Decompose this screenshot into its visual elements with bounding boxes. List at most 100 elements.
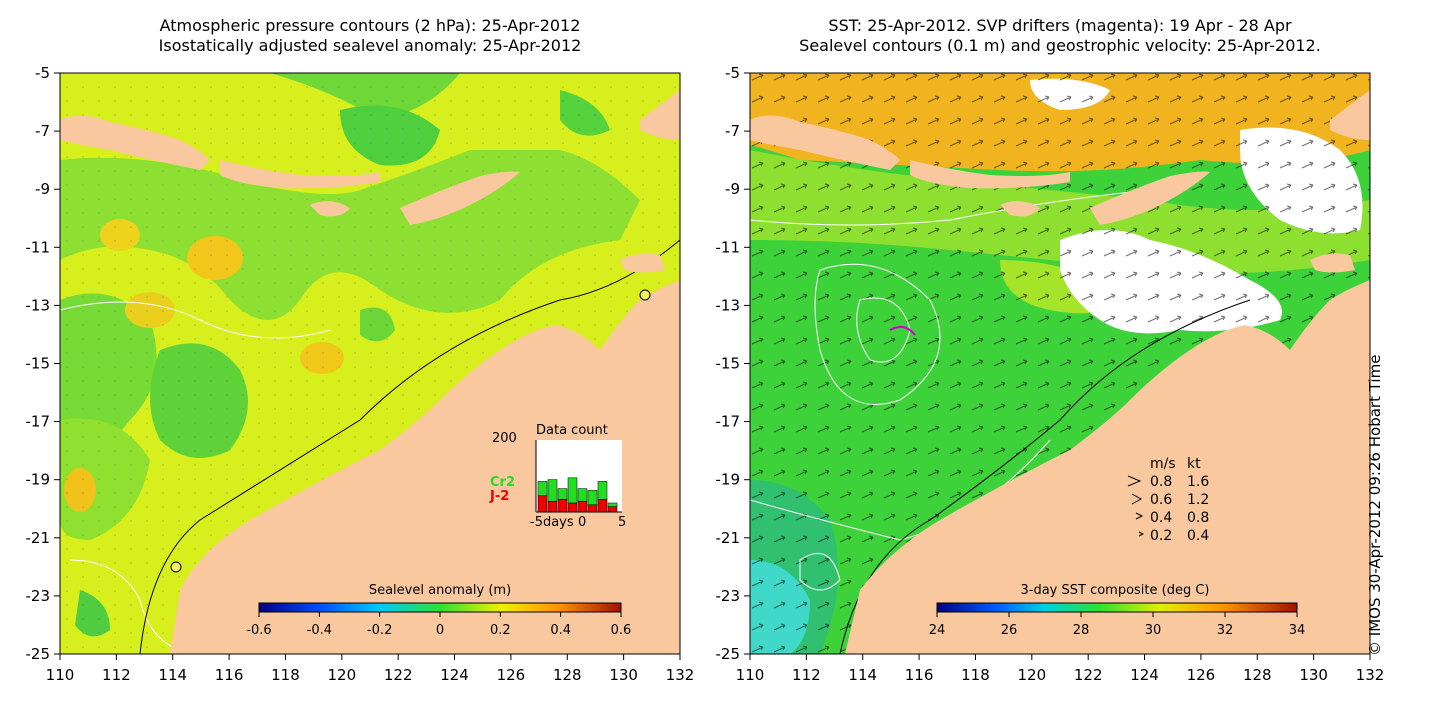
right-lat-label: -25 xyxy=(716,645,741,663)
inset-xlabel-start: -5days xyxy=(530,515,574,530)
right-lon-label: 124 xyxy=(1130,666,1159,684)
right-lon-label: 126 xyxy=(1187,666,1216,684)
right-lat-label: -9 xyxy=(725,180,740,198)
sla-colorbar-label: Sealevel anomaly (m) xyxy=(369,583,511,598)
left-panel-title: Atmospheric pressure contours (2 hPa): 2… xyxy=(60,16,680,56)
imos-credit: © IMOS 30-Apr-2012 09:26 Hobart Time xyxy=(1366,354,1384,656)
right-lat-label: -5 xyxy=(725,64,740,82)
left-lon-label: 118 xyxy=(271,666,300,684)
velocity-arrow-06 xyxy=(1131,493,1143,505)
right-lat-label: -11 xyxy=(716,238,741,256)
sla-colorbar xyxy=(258,602,622,613)
sla-colorbar-tick: -0.6 xyxy=(246,623,271,638)
left-lat-label: -19 xyxy=(26,471,51,489)
velocity-header-kt: kt xyxy=(1187,456,1201,472)
inset-bar-j2 xyxy=(587,504,598,513)
velocity-ms-06: 0.6 xyxy=(1150,492,1172,508)
left-lon-label: 126 xyxy=(497,666,526,684)
sst-colorbar-tick: 28 xyxy=(1073,623,1090,638)
sst-map xyxy=(750,73,1370,654)
velocity-ms-08: 0.8 xyxy=(1150,474,1172,490)
inset-bar-j2 xyxy=(537,495,548,513)
inset-bar-cr2 xyxy=(557,488,568,500)
right-lat-label: -21 xyxy=(716,529,741,547)
right-lat-label: -19 xyxy=(716,471,741,489)
left-lon-label: 122 xyxy=(384,666,413,684)
java-island xyxy=(60,115,210,170)
velocity-arrow-04 xyxy=(1135,512,1144,520)
inset-bar-cr2 xyxy=(547,479,558,502)
lesser-sunda-islands xyxy=(220,160,380,189)
right-lon-label: 116 xyxy=(905,666,934,684)
inset-xlabel-zero: 0 xyxy=(578,515,586,530)
sst-colorbar-tick: 24 xyxy=(929,623,946,638)
svp-drifter-track xyxy=(889,325,916,336)
sumba-island xyxy=(1000,201,1040,217)
sst-colorbar-label: 3-day SST composite (deg C) xyxy=(1020,583,1209,598)
timor-island xyxy=(400,171,520,225)
sst-colorbar-tick: 32 xyxy=(1217,623,1234,638)
velocity-kt-06: 1.2 xyxy=(1187,492,1209,508)
left-lat-label: -13 xyxy=(26,296,51,314)
left-lon-label: 112 xyxy=(102,666,131,684)
sea-level-anomaly-map xyxy=(60,73,680,654)
sla-colorbar-tick: -0.2 xyxy=(367,623,392,638)
left-lon-label: 130 xyxy=(609,666,638,684)
lesser-sunda-islands xyxy=(910,160,1070,189)
velocity-arrow-02 xyxy=(1138,531,1145,537)
inset-bar-cr2 xyxy=(567,477,578,504)
right-lon-label: 122 xyxy=(1074,666,1103,684)
left-lat-label: -25 xyxy=(26,645,51,663)
velocity-kt-04: 0.8 xyxy=(1187,510,1209,526)
australia-landmass xyxy=(170,280,680,654)
left-lon-label: 132 xyxy=(666,666,695,684)
left-title-line2: Isostatically adjusted sealevel anomaly:… xyxy=(158,36,582,55)
inset-bar-j2 xyxy=(567,502,578,513)
left-lon-label: 116 xyxy=(215,666,244,684)
right-title-line1: SST: 25-Apr-2012. SVP drifters (magenta)… xyxy=(828,16,1292,35)
australia-landmass xyxy=(845,280,1370,654)
right-lon-label: 132 xyxy=(1356,666,1385,684)
inset-bar-cr2 xyxy=(587,490,598,506)
right-panel-title: SST: 25-Apr-2012. SVP drifters (magenta)… xyxy=(750,16,1370,56)
velocity-kt-02: 0.4 xyxy=(1187,528,1209,544)
velocity-header-ms: m/s xyxy=(1150,456,1176,472)
right-lat-label: -23 xyxy=(716,587,741,605)
sla-colorbar-tick: 0.2 xyxy=(490,623,511,638)
right-lon-label: 118 xyxy=(961,666,990,684)
left-lat-label: -5 xyxy=(35,64,50,82)
right-lon-label: 110 xyxy=(736,666,765,684)
left-lon-label: 114 xyxy=(158,666,187,684)
sst-colorbar xyxy=(936,602,1298,613)
inset-bar-cr2 xyxy=(607,502,618,507)
left-lon-label: 124 xyxy=(440,666,469,684)
inset-title: Data count xyxy=(536,423,608,438)
left-lat-label: -9 xyxy=(35,180,50,198)
sla-colorbar-tick: 0.6 xyxy=(611,623,632,638)
left-lat-label: -21 xyxy=(26,529,51,547)
left-lat-label: -17 xyxy=(26,413,51,431)
right-title-line2: Sealevel contours (0.1 m) and geostrophi… xyxy=(799,36,1321,55)
velocity-kt-08: 1.6 xyxy=(1187,474,1209,490)
velocity-ms-02: 0.2 xyxy=(1150,528,1172,544)
inset-bar-j2 xyxy=(607,506,618,513)
right-lon-label: 114 xyxy=(848,666,877,684)
left-lon-label: 128 xyxy=(553,666,582,684)
right-lat-label: -17 xyxy=(716,413,741,431)
sla-colorbar-tick: -0.4 xyxy=(307,623,332,638)
inset-bar-j2 xyxy=(597,499,608,513)
legend-cr2: Cr2 xyxy=(490,475,515,490)
sst-colorbar-tick: 30 xyxy=(1145,623,1162,638)
right-lon-label: 120 xyxy=(1017,666,1046,684)
left-axes: -5 -7 -9 -11 -13 -15 -17 -19 -21 -23 -25 110 112 114 1… xyxy=(26,64,695,684)
sla-colorbar-tick: 0.4 xyxy=(550,623,571,638)
inset-bar-j2 xyxy=(557,499,568,513)
inset-bar-j2 xyxy=(547,500,558,513)
inset-bar-j2 xyxy=(577,500,588,513)
left-lat-label: -23 xyxy=(26,587,51,605)
velocity-legend: m/s kt 0.8 1.6 0.6 1.2 0.4 0.8 0.2 0.4 xyxy=(1127,456,1209,544)
java-island xyxy=(750,115,900,170)
right-lat-label: -13 xyxy=(716,296,741,314)
data-count-inset: Data count 200 Cr2 J-2 -5days 0 5 xyxy=(489,423,626,530)
